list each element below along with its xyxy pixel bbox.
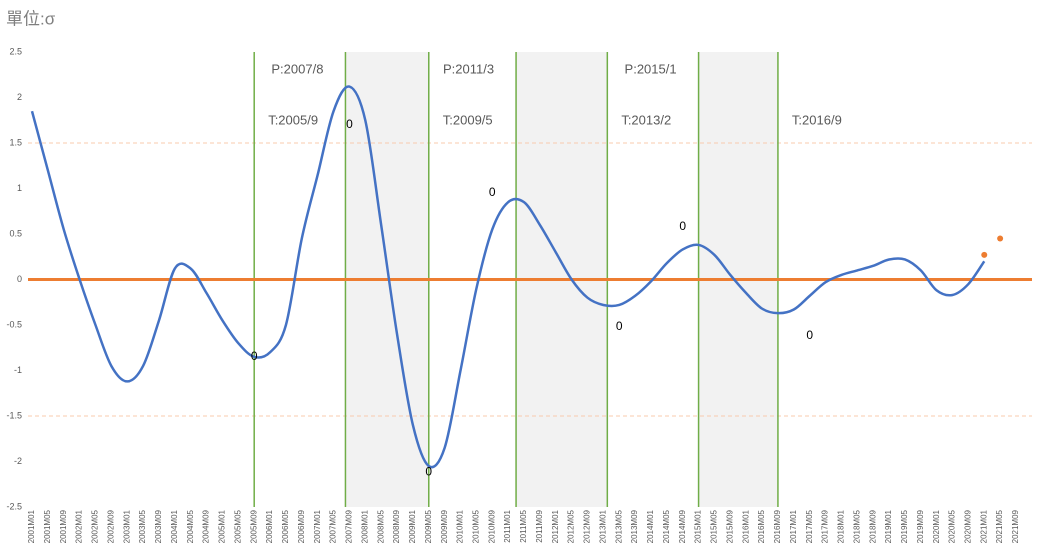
x-tick-label: 2007M05 <box>329 509 338 543</box>
y-tick-label: -0.5 <box>6 319 22 329</box>
x-tick-label: 2017M09 <box>821 509 830 543</box>
x-tick-label: 2006M05 <box>281 509 290 543</box>
x-tick-label: 2011M05 <box>519 509 528 542</box>
x-tick-label: 2019M05 <box>900 509 909 543</box>
x-tick-label: 2002M05 <box>91 509 100 543</box>
x-tick-label: 2007M01 <box>313 509 322 543</box>
x-tick-label: 2011M09 <box>535 509 544 542</box>
x-tick-label: 2013M05 <box>614 509 623 543</box>
y-tick-label: -2 <box>14 456 22 466</box>
point-label: 0 <box>806 328 813 342</box>
x-tick-label: 2001M09 <box>59 509 68 543</box>
x-tick-label: 2002M01 <box>75 509 84 543</box>
x-tick-label: 2014M09 <box>678 509 687 543</box>
x-tick-label: 2019M09 <box>916 509 925 543</box>
x-tick-label: 2012M01 <box>551 509 560 543</box>
x-tick-label: 2003M09 <box>154 509 163 543</box>
event-label: P:2007/8 <box>271 61 323 76</box>
point-label: 0 <box>346 117 353 131</box>
data-line <box>30 85 986 469</box>
x-tick-label: 2015M09 <box>725 509 734 543</box>
x-tick-label: 2009M01 <box>408 509 417 543</box>
x-tick-label: 2017M01 <box>789 509 798 543</box>
x-tick-label: 2006M01 <box>265 509 274 543</box>
x-tick-label: 2020M09 <box>963 509 972 543</box>
x-tick-label: 2020M01 <box>932 509 941 543</box>
x-tick-label: 2003M01 <box>122 509 131 543</box>
event-label: T:2005/9 <box>268 112 318 127</box>
point-label: 0 <box>425 465 432 479</box>
point-label: 0 <box>251 349 258 363</box>
x-tick-label: 2010M05 <box>471 509 480 543</box>
x-tick-label: 2014M01 <box>646 509 655 543</box>
x-tick-label: 2016M01 <box>741 509 750 543</box>
x-tick-label: 2016M09 <box>773 509 782 543</box>
x-tick-label: 2020M05 <box>948 509 957 543</box>
x-tick-label: 2010M09 <box>487 509 496 543</box>
x-tick-label: 2019M01 <box>884 509 893 543</box>
x-tick-label: 2004M09 <box>202 509 211 543</box>
x-tick-label: 2021M05 <box>995 509 1004 543</box>
x-tick-label: 2015M05 <box>710 509 719 543</box>
y-tick-label: 1.5 <box>9 137 22 147</box>
x-tick-label: 2005M05 <box>233 509 242 543</box>
data-point <box>981 251 988 258</box>
point-label: 0 <box>489 185 496 199</box>
x-tick-label: 2006M09 <box>297 509 306 543</box>
x-tick-label: 2004M05 <box>186 509 195 543</box>
y-tick-label: 0.5 <box>9 228 22 238</box>
point-label: 0 <box>616 319 623 333</box>
x-tick-label: 2005M09 <box>249 509 258 543</box>
x-tick-label: 2012M05 <box>567 509 576 543</box>
x-tick-label: 2015M01 <box>694 509 703 543</box>
event-label: T:2009/5 <box>443 112 493 127</box>
x-tick-label: 2003M05 <box>138 509 147 543</box>
y-tick-label: 2 <box>17 92 22 102</box>
x-tick-label: 2002M09 <box>106 509 115 543</box>
x-tick-label: 2013M09 <box>630 509 639 543</box>
event-label: T:2016/9 <box>792 112 842 127</box>
point-label: 0 <box>679 219 686 233</box>
y-tick-label: -2.5 <box>6 501 22 511</box>
x-tick-label: 2012M09 <box>583 509 592 543</box>
x-tick-label: 2018M05 <box>852 509 861 543</box>
x-tick-label: 2018M01 <box>837 509 846 543</box>
x-tick-label: 2013M01 <box>598 509 607 543</box>
y-tick-label: -1.5 <box>6 410 22 420</box>
x-tick-label: 2005M01 <box>218 509 227 543</box>
x-tick-label: 2009M09 <box>440 509 449 543</box>
x-tick-label: 2004M01 <box>170 509 179 543</box>
chart-title: 單位:σ <box>6 9 56 28</box>
event-label: P:2015/1 <box>625 61 677 76</box>
x-tick-label: 2011M01 <box>503 509 512 542</box>
x-tick-label: 2021M01 <box>979 509 988 543</box>
x-tick-label: 2001M05 <box>43 509 52 543</box>
x-tick-label: 2014M05 <box>662 509 671 543</box>
x-tick-label: 2008M09 <box>392 509 401 543</box>
event-label: T:2013/2 <box>621 112 671 127</box>
x-tick-label: 2008M01 <box>360 509 369 543</box>
x-tick-label: 2007M09 <box>345 509 354 543</box>
x-tick-label: 2021M09 <box>1011 509 1020 543</box>
event-label: P:2011/3 <box>443 61 494 76</box>
x-tick-label: 2018M09 <box>868 509 877 543</box>
x-tick-label: 2017M05 <box>805 509 814 543</box>
data-point <box>997 235 1004 242</box>
x-tick-label: 2001M01 <box>27 509 36 543</box>
y-tick-label: 2.5 <box>9 46 22 56</box>
x-tick-label: 2010M01 <box>456 509 465 543</box>
x-tick-label: 2008M05 <box>376 509 385 543</box>
x-tick-label: 2016M05 <box>757 509 766 543</box>
y-tick-label: 0 <box>17 274 22 284</box>
y-tick-label: 1 <box>17 183 22 193</box>
y-tick-label: -1 <box>14 365 22 375</box>
x-tick-label: 2009M05 <box>424 509 433 543</box>
